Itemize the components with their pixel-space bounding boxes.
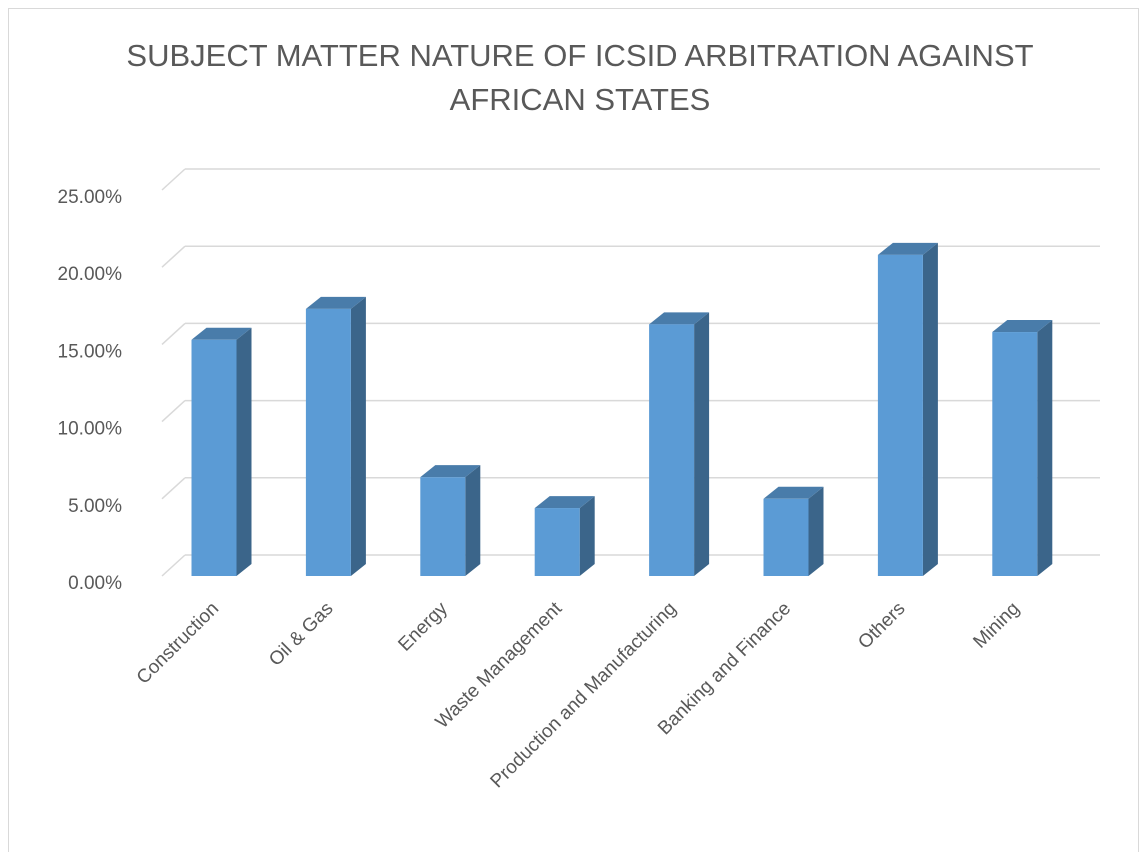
x-tick-label: Banking and Finance (654, 598, 795, 739)
bar-top (649, 312, 710, 325)
y-tick-label: 25.00% (58, 187, 123, 208)
grid-line-side (161, 322, 186, 345)
bar-top (763, 486, 824, 499)
bar (534, 508, 580, 576)
grid-line-side (161, 245, 186, 268)
bar (305, 308, 351, 576)
x-tick-label: Waste Management (432, 598, 567, 733)
y-tick-label: 15.00% (58, 341, 123, 362)
bar (420, 477, 466, 576)
bar-side (922, 242, 938, 576)
grid-line-side (161, 477, 186, 500)
x-tick-label: Production and Manufacturing (487, 598, 681, 792)
bar (992, 332, 1038, 576)
bar (649, 324, 695, 576)
y-tick-label: 5.00% (68, 496, 122, 517)
grid-line-side (161, 554, 186, 577)
bar (191, 339, 237, 576)
x-tick-label: Others (854, 598, 909, 653)
grid-line-side (161, 168, 186, 191)
bar-side (808, 486, 824, 576)
bar-side (350, 296, 366, 576)
bar-side (465, 465, 481, 576)
bar-top (992, 320, 1053, 333)
y-tick-label: 10.00% (58, 419, 123, 440)
bar-top (305, 296, 366, 309)
bar (877, 254, 923, 576)
bar-side (579, 496, 595, 576)
bar-side (1037, 320, 1053, 576)
grid-line-side (161, 400, 186, 423)
bar-top (534, 496, 595, 509)
bar-top (191, 327, 252, 340)
y-tick-label: 20.00% (58, 264, 123, 285)
x-tick-label: Oil & Gas (265, 598, 337, 670)
bar (763, 498, 809, 576)
x-tick-label: Mining (969, 598, 1023, 652)
bar-top (420, 465, 481, 478)
x-tick-label: Energy (394, 598, 452, 656)
x-tick-label: Construction (133, 598, 223, 688)
chart-title: SUBJECT MATTER NATURE OF ICSID ARBITRATI… (126, 38, 1034, 117)
bar-top (877, 242, 938, 255)
bar-side (236, 327, 252, 576)
y-tick-label: 0.00% (68, 573, 122, 594)
bar-side (694, 312, 710, 576)
chart-frame (8, 8, 1139, 852)
